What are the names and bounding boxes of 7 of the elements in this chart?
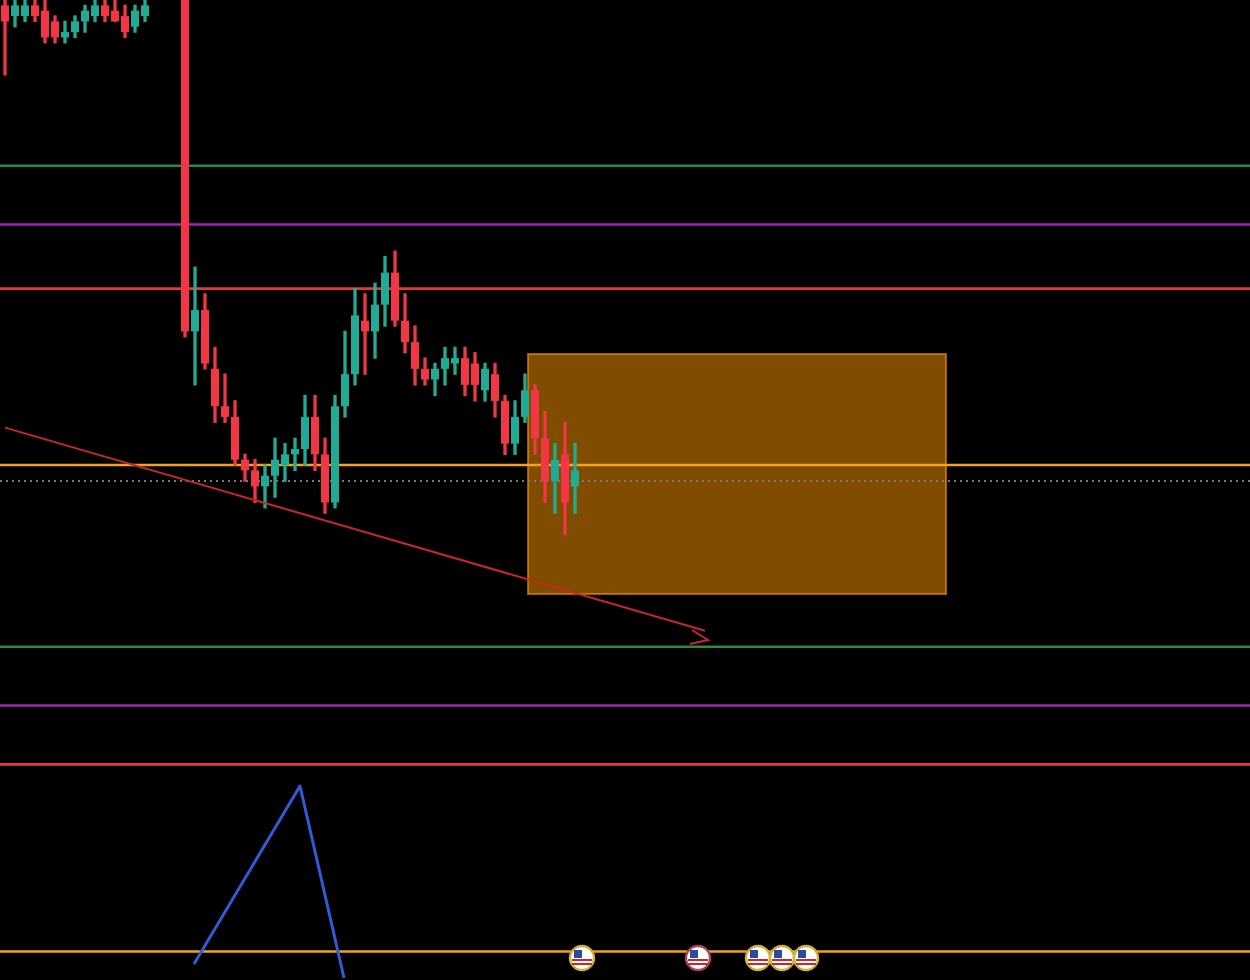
candlestick	[571, 443, 579, 514]
candlestick	[361, 293, 369, 375]
candlestick	[221, 373, 229, 423]
candlestick	[61, 20, 69, 44]
candlestick	[191, 266, 199, 386]
candlestick	[291, 437, 299, 472]
candlestick	[1, 0, 9, 76]
